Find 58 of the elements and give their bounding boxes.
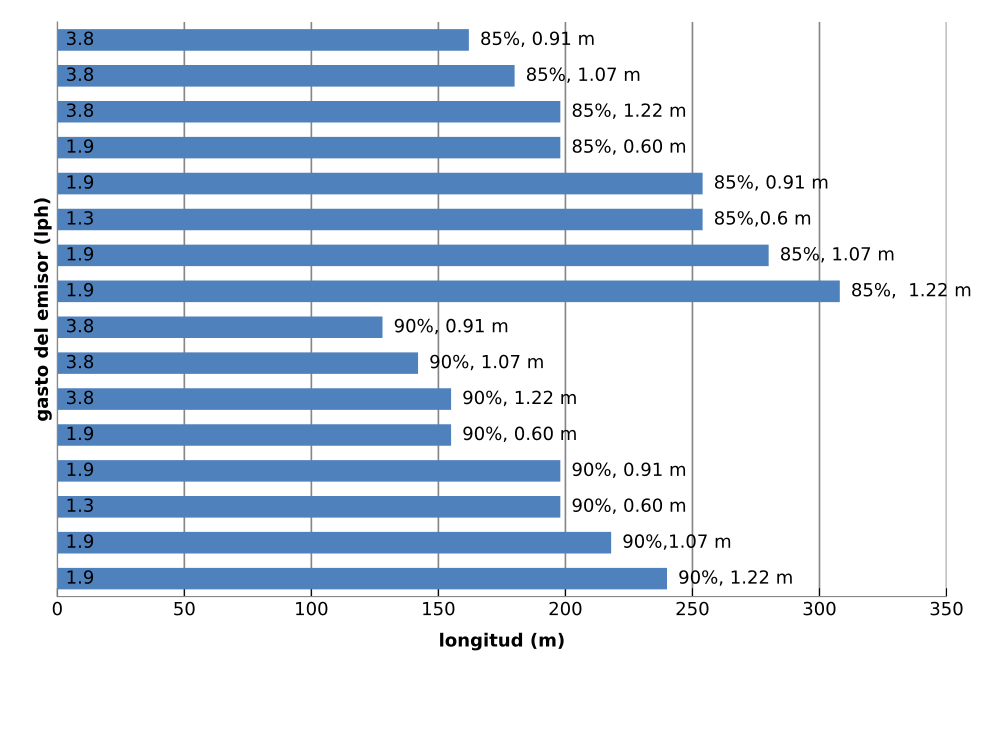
bar [57,424,452,446]
y-tick-label: 3.8 [67,32,94,46]
bar [57,280,840,302]
x-tick-label: 300 [804,602,836,616]
annotation: 85%, 0.60 m [572,139,686,155]
y-tick-label: 1.9 [68,462,94,476]
annotation: 90%,1.07 m [623,534,730,550]
bar [57,29,469,51]
y-tick-label: 3.8 [67,67,94,82]
x-tick-label: 150 [423,602,454,616]
y-tick-label: 1.9 [68,246,94,261]
y-tick-label: 1.3 [68,211,93,225]
bar [57,352,418,374]
y-tick-label: 1.9 [68,175,94,189]
bar [57,65,515,87]
bar [57,208,703,230]
annotation: 85%, 1.07 m [781,246,894,262]
annotation: 90%, 1.22 m [679,570,792,586]
bar [57,136,560,158]
x-tick-label: 250 [676,602,708,616]
bar [57,316,382,338]
bar [57,532,612,554]
annotation: 90%, 1.22 m [463,390,576,406]
bar [57,568,668,590]
y-tick-label: 3.8 [67,318,94,332]
annotation: 90%, 1.07 m [430,354,543,370]
bar [57,496,560,518]
annotation: 85%, 0.91 m [714,175,828,191]
y-tick-label: 1.9 [68,139,94,153]
x-axis-title: longitud (m) [440,632,564,650]
annotation: 90%, 0.60 m [572,498,686,514]
x-tick-label: 100 [296,602,328,616]
y-tick-label: 1.9 [68,282,94,297]
annotation: 85%,0.6 m [714,211,810,227]
bar [57,388,452,410]
annotation: 85%, 1.07 m [526,67,640,83]
annotation: 90%, 0.91 m [394,318,508,334]
bar [57,172,703,194]
y-tick-label: 3.8 [67,354,94,368]
y-tick-label: 1.9 [68,426,94,440]
y-tick-label: 1.3 [68,498,93,512]
bar [57,100,560,123]
y-tick-label: 1.9 [68,570,94,584]
x-tick-label: 200 [550,602,582,616]
annotation: 85%, 1.22 m [852,282,970,298]
annotation: 90%, 0.60 m [463,426,576,442]
x-tick-label: 350 [930,602,963,616]
y-tick-label: 3.8 [67,103,94,117]
y-axis-title: gasto del emisor (lph) [34,198,52,421]
bar [57,244,769,266]
annotation: 85%, 1.22 m [572,103,686,119]
annotation: 90%, 0.91 m [572,462,686,478]
y-tick-label: 1.9 [68,534,94,548]
annotation: 85%, 0.91 m [481,32,594,47]
y-tick-label: 3.8 [67,390,94,404]
x-tick-label: 50 [174,602,195,616]
bar [57,460,560,482]
x-tick-label: 0 [52,602,62,616]
